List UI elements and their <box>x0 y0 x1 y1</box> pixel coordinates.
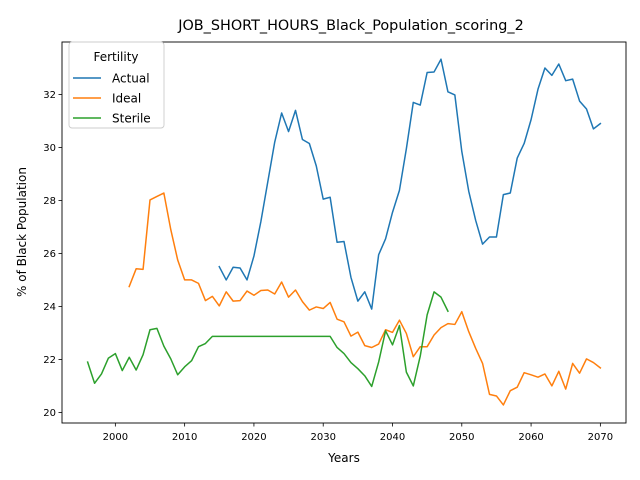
x-tick-label: 2030 <box>310 432 335 443</box>
legend-label-actual: Actual <box>112 71 150 85</box>
x-tick-label: 2060 <box>518 432 543 443</box>
y-tick-label: 22 <box>43 355 56 366</box>
y-tick-label: 32 <box>43 90 56 101</box>
legend-label-ideal: Ideal <box>112 91 141 105</box>
x-tick-label: 2010 <box>172 432 197 443</box>
legend: Fertility Actual Ideal Sterile <box>68 41 165 129</box>
y-tick-label: 26 <box>43 249 56 260</box>
x-axis-label: Years <box>327 451 360 465</box>
legend-entries: Actual Ideal Sterile <box>73 71 151 125</box>
y-axis-ticks: 20 22 24 26 28 30 32 <box>43 90 62 419</box>
series-line-ideal <box>128 192 602 406</box>
x-axis-ticks: 2000 2010 2020 2030 2040 2050 2060 2070 <box>103 423 613 443</box>
y-tick-label: 30 <box>43 143 56 154</box>
x-tick-label: 2050 <box>449 432 474 443</box>
plot-frame <box>61 41 627 424</box>
x-tick-label: 2070 <box>588 432 613 443</box>
y-tick-label: 28 <box>43 196 56 207</box>
y-tick-label: 20 <box>43 408 56 419</box>
x-tick-label: 2020 <box>241 432 266 443</box>
y-axis-label: % of Black Population <box>15 167 29 297</box>
series-line-sterile <box>86 291 449 388</box>
y-tick-label: 24 <box>43 302 56 313</box>
x-tick-label: 2000 <box>103 432 128 443</box>
legend-label-sterile: Sterile <box>112 111 151 125</box>
chart-title: JOB_SHORT_HOURS_Black_Population_scoring… <box>177 18 524 34</box>
series-lines <box>86 58 602 406</box>
x-tick-label: 2040 <box>380 432 405 443</box>
legend-title: Fertility <box>93 50 138 64</box>
plot-area: 2000 2010 2020 2030 2040 2050 2060 2070 2022242… <box>43 41 627 443</box>
legend-box <box>68 41 165 129</box>
series-line-actual <box>218 58 602 310</box>
